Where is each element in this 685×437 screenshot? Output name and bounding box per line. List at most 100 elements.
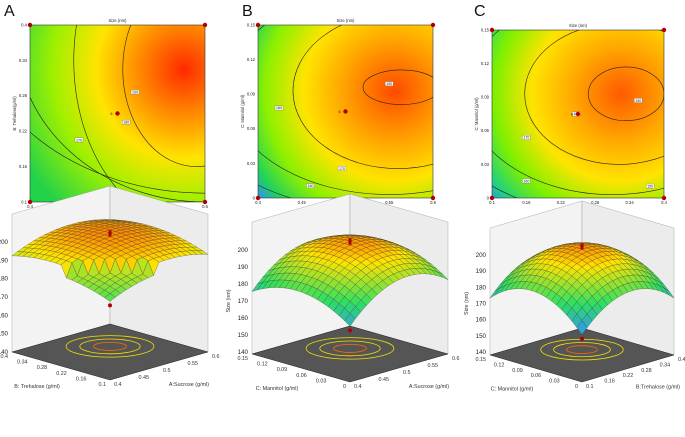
surface-B-mesh	[251, 234, 449, 327]
surface-C-right-tick: 0.22	[623, 373, 634, 379]
contour-C-design-point	[661, 27, 667, 33]
contour-A-ytick: 0.22	[19, 129, 28, 134]
chart-layer: A B C 190 180 170 160 6 Size (nm) 0.4 0.45 0.5 0.55 0…	[0, 3, 685, 393]
contour-B-contour-line	[258, 25, 433, 195]
surface-C-right-axis-label: B:Trehalose (g/ml)	[636, 385, 680, 391]
contour-B-xtick: 0.4	[255, 200, 261, 205]
surface-A-left-tick: 0.16	[76, 376, 87, 382]
panel-letter-C: C	[474, 3, 486, 20]
contour-B-design-point	[255, 22, 261, 28]
panel-letter-A: A	[4, 3, 15, 20]
surface-C-ztick: 190	[476, 268, 487, 275]
contour-C-contour-line	[588, 66, 664, 122]
surface-A-left-tick: 0.28	[37, 365, 48, 371]
contour-A-xtick: 0.6	[202, 204, 208, 209]
surface-B-right-tick: 0.5	[403, 370, 411, 376]
contour-B-xtick: 0.6	[430, 200, 436, 205]
surface-C-ztick: 160	[476, 317, 487, 324]
surface-B-right-tick: 0.6	[452, 356, 460, 362]
surface-C-left-tick: 0.03	[549, 379, 560, 385]
contour-B-contour-label-bg	[306, 183, 315, 189]
surface-B-left-tick: 0.06	[296, 373, 307, 379]
surface-B-left-axis-label: C: Mannitol (g/ml)	[256, 386, 299, 392]
surface-C-right-tick: 0.28	[641, 368, 652, 374]
surface-B-ztick: 180	[238, 281, 249, 288]
contour-C-title: Size (nm)	[569, 23, 588, 28]
contour-B-contour-line	[362, 69, 433, 105]
surface-A-mesh-cell	[104, 293, 116, 302]
surface-C-ztick: 150	[476, 333, 487, 340]
contour-A-design-point	[202, 22, 208, 28]
surface-A-ztick: 180	[0, 276, 9, 283]
contour-C-xtick: 0.1	[489, 200, 495, 205]
surface-B-mesh-cell	[344, 313, 356, 327]
contour-C-contour-line	[524, 30, 664, 165]
contour-A-ytick: 0.34	[19, 58, 28, 63]
contour-C-contour-label: 170	[523, 136, 529, 140]
contour-C-xtick: 0.16	[522, 200, 531, 205]
contour-C-design-point	[661, 195, 667, 201]
surface-B-center-marker	[348, 238, 352, 245]
contour-A-ytick: 0.28	[19, 93, 28, 98]
contour-C-xtick: 0.4	[661, 200, 667, 205]
surface-A-design-point	[108, 303, 112, 308]
surface-A-left-tick: 0.1	[99, 382, 107, 388]
surface-B-design-point	[348, 328, 352, 333]
contour-A-ytick: 0.16	[19, 164, 28, 169]
surface-C-left-tick: 0.09	[512, 368, 523, 374]
surface-A-ztick: 170	[0, 294, 9, 301]
contour-B-contour-label-bg	[274, 105, 284, 111]
surface-A-floor-contour	[65, 335, 155, 358]
contour-A-ylabel: B: Trehalose(g/ml)	[12, 96, 17, 131]
surface-A-left-tick: 0.4	[1, 354, 9, 360]
contour-B-ytick: 0.03	[247, 161, 256, 166]
surface-A-ztick: 200	[0, 239, 9, 246]
contour-A-design-point	[27, 22, 33, 28]
contour-C-ytick: 0.06	[481, 128, 490, 133]
contour-C-contour-line	[492, 30, 664, 195]
surface-B-ztick: 200	[238, 247, 249, 254]
contour-B-center-label: 6	[339, 110, 341, 114]
contour-A-center-point	[115, 111, 120, 116]
surface-B-left-tick: 0.03	[316, 378, 327, 384]
contour-C-contour-label-bg	[646, 183, 655, 189]
contour-C-center-label: 6	[571, 113, 573, 117]
surface-C-ztick: 170	[476, 301, 487, 308]
contour-B-ytick: 0.15	[247, 22, 256, 27]
surface-A-center-marker	[108, 230, 112, 237]
contour-A-contour-label: 170	[76, 138, 82, 142]
contour-C-xtick: 0.22	[557, 200, 566, 205]
surface-C-zlabel: Size (nm)	[464, 292, 470, 315]
surface-B-ztick: 140	[238, 349, 249, 356]
contour-C-ylabel: C: Mannitol (g/ml)	[474, 97, 479, 131]
contour-C-ytick: 0.09	[481, 95, 490, 100]
surface-C-right-tick: 0.34	[660, 362, 671, 368]
surface-C-left-tick: 0.12	[494, 362, 505, 368]
contour-A-ytick: 0.1	[21, 199, 27, 204]
surface-C-ztick: 180	[476, 284, 487, 291]
contour-B-ytick: 0.06	[247, 126, 256, 131]
contour-B-ytick: 0.09	[247, 92, 256, 97]
surface-B-left-tick: 0.12	[257, 362, 268, 368]
contour-B-design-point	[255, 195, 261, 201]
contour-B-xtick: 0.55	[385, 200, 394, 205]
surface-C-left-tick: 0	[575, 384, 578, 390]
surface-B-left-tick: 0.15	[238, 356, 249, 362]
surface-B-right-tick: 0.45	[379, 377, 390, 383]
contour-C-contour-label: 150	[647, 184, 653, 188]
contour-C-contour-label-bg	[522, 178, 531, 184]
surface-C-left-axis-label: C: Mannitol (g/ml)	[491, 387, 534, 393]
panel-letter-B: B	[242, 3, 253, 20]
surface-B-floor-contour	[319, 340, 381, 357]
contour-C-ytick: 0.03	[481, 162, 490, 167]
surface-B-ztick: 160	[238, 315, 249, 322]
contour-B-lines	[258, 25, 433, 198]
surface-C-ztick: 140	[476, 349, 487, 356]
surface-C-center-marker	[580, 243, 584, 250]
contour-C-ytick: 0	[487, 195, 490, 200]
contour-C-ytick: 0.12	[481, 61, 490, 66]
contour-B-title: Size (nm)	[337, 18, 356, 23]
contour-B-contour-label: 190	[386, 82, 392, 86]
surface-A-floor-contour	[79, 338, 141, 355]
